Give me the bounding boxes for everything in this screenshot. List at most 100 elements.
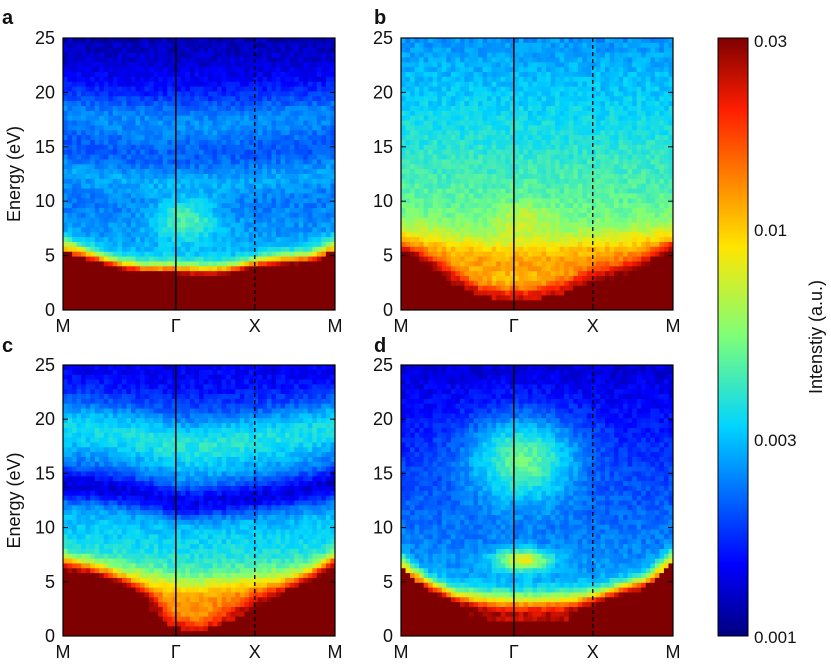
heatmap-cell <box>312 223 317 228</box>
heatmap-cell <box>249 150 254 155</box>
heatmap-cell <box>226 140 231 145</box>
heatmap-cell <box>113 189 118 194</box>
heatmap-cell <box>523 140 528 145</box>
heatmap-cell <box>90 116 95 121</box>
heatmap-cell <box>68 208 73 213</box>
heatmap-cell <box>90 145 95 150</box>
heatmap-cell <box>487 261 492 266</box>
heatmap-cell <box>272 174 277 179</box>
heatmap-cell <box>446 67 451 72</box>
heatmap-cell <box>487 193 492 198</box>
heatmap-cell <box>415 135 420 140</box>
heatmap-cell <box>496 67 501 72</box>
heatmap-cell <box>262 145 267 150</box>
heatmap-cell <box>68 82 73 87</box>
heatmap-cell <box>249 227 254 232</box>
heatmap-cell <box>285 271 290 276</box>
heatmap-cell <box>303 184 308 189</box>
heatmap-cell <box>140 237 145 242</box>
heatmap-cell <box>167 155 172 160</box>
heatmap-cell <box>262 208 267 213</box>
heatmap-cell <box>433 53 438 58</box>
heatmap-cell <box>244 57 249 62</box>
heatmap-cell <box>131 155 136 160</box>
heatmap-cell <box>63 227 68 232</box>
heatmap-cell <box>514 121 519 126</box>
heatmap-cell <box>294 116 299 121</box>
heatmap-cell <box>406 96 411 101</box>
heatmap-cell <box>281 257 286 262</box>
heatmap-cell <box>131 237 136 242</box>
heatmap-cell <box>299 130 304 135</box>
heatmap-cell <box>483 82 488 87</box>
heatmap-cell <box>501 87 506 92</box>
heatmap-cell <box>460 261 465 266</box>
heatmap-cell <box>77 189 82 194</box>
heatmap-cell <box>249 198 254 203</box>
heatmap-cell <box>492 62 497 67</box>
heatmap-cell <box>424 223 429 228</box>
heatmap-cell <box>419 291 424 296</box>
heatmap-cell <box>194 145 199 150</box>
heatmap-cell <box>281 67 286 72</box>
heatmap-cell <box>185 232 190 237</box>
heatmap-cell <box>299 38 304 43</box>
heatmap-cell <box>469 116 474 121</box>
heatmap-cell <box>492 53 497 58</box>
heatmap-cell <box>406 184 411 189</box>
heatmap-cell <box>410 203 415 208</box>
heatmap-cell <box>437 101 442 106</box>
heatmap-cell <box>272 184 277 189</box>
heatmap-cell <box>492 38 497 43</box>
heatmap-cell <box>136 174 141 179</box>
heatmap-cell <box>492 43 497 48</box>
heatmap-cell <box>72 91 77 96</box>
heatmap-cell <box>262 237 267 242</box>
heatmap-cell <box>262 189 267 194</box>
heatmap-cell <box>104 169 109 174</box>
heatmap-cell <box>464 223 469 228</box>
heatmap-cell <box>136 227 141 232</box>
heatmap-cell <box>163 227 168 232</box>
heatmap-cell <box>222 266 227 271</box>
heatmap-cell <box>285 82 290 87</box>
heatmap-cell <box>249 130 254 135</box>
heatmap-cell <box>113 77 118 82</box>
heatmap-cell <box>231 242 236 247</box>
heatmap-cell <box>312 169 317 174</box>
heatmap-cell <box>213 232 218 237</box>
heatmap-cell <box>208 300 213 305</box>
heatmap-cell <box>303 135 308 140</box>
heatmap-cell <box>181 193 186 198</box>
heatmap-cell <box>474 150 479 155</box>
heatmap-cell <box>483 87 488 92</box>
heatmap-cell <box>487 91 492 96</box>
heatmap-cell <box>126 184 131 189</box>
heatmap-cell <box>68 300 73 305</box>
heatmap-cell <box>321 82 326 87</box>
heatmap-cell <box>136 266 141 271</box>
heatmap-cell <box>487 257 492 262</box>
heatmap-cell <box>451 281 456 286</box>
heatmap-cell <box>424 291 429 296</box>
heatmap-cell <box>290 291 295 296</box>
heatmap-cell <box>401 135 406 140</box>
heatmap-cell <box>501 203 506 208</box>
heatmap-cell <box>136 38 141 43</box>
heatmap-cell <box>258 53 263 58</box>
heatmap-cell <box>86 87 91 92</box>
heatmap-cell <box>460 57 465 62</box>
heatmap-cell <box>528 67 533 72</box>
heatmap-cell <box>149 145 154 150</box>
heatmap-cell <box>528 121 533 126</box>
heatmap-cell <box>249 62 254 67</box>
heatmap-cell <box>104 232 109 237</box>
heatmap-cell <box>208 48 213 53</box>
heatmap-cell <box>406 125 411 130</box>
heatmap-cell <box>290 135 295 140</box>
heatmap-cell <box>478 53 483 58</box>
heatmap-cell <box>131 111 136 116</box>
heatmap-cell <box>181 96 186 101</box>
heatmap-cell <box>469 193 474 198</box>
heatmap-cell <box>312 91 317 96</box>
